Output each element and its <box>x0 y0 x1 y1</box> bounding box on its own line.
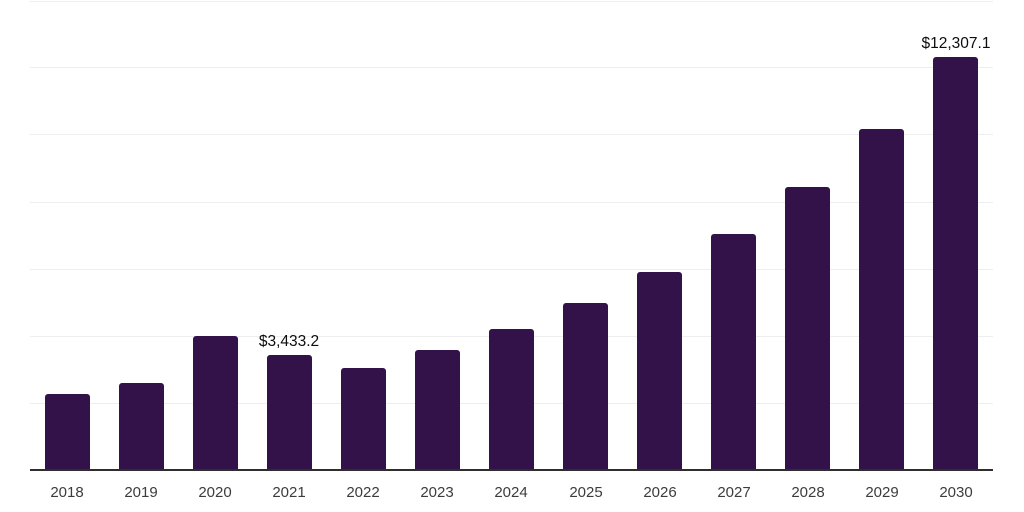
x-tick-2027: 2027 <box>717 484 751 501</box>
x-tick-2029: 2029 <box>865 484 899 501</box>
bar-2027 <box>711 234 756 470</box>
bar-2023 <box>415 350 460 470</box>
bar-2018 <box>45 394 90 470</box>
x-tick-2028: 2028 <box>791 484 825 501</box>
bar-2025 <box>563 303 608 470</box>
data-label-2030: $12,307.1 <box>921 35 991 52</box>
x-tick-2020: 2020 <box>198 484 232 501</box>
bar-2030 <box>933 57 978 470</box>
x-tick-2021: 2021 <box>272 484 306 501</box>
bar-2024 <box>489 329 534 470</box>
bar-2020 <box>193 336 238 470</box>
gridline <box>30 134 993 135</box>
x-tick-2018: 2018 <box>50 484 84 501</box>
x-tick-2023: 2023 <box>420 484 454 501</box>
gridline <box>30 269 993 270</box>
bar-2028 <box>785 187 830 470</box>
gridline <box>30 67 993 68</box>
bar-2019 <box>119 383 164 470</box>
bar-2022 <box>341 368 386 470</box>
x-tick-2025: 2025 <box>569 484 603 501</box>
bar-2026 <box>637 272 682 470</box>
gridline <box>30 202 993 203</box>
x-tick-2024: 2024 <box>494 484 528 501</box>
bar-2029 <box>859 129 904 470</box>
x-tick-2022: 2022 <box>346 484 380 501</box>
x-tick-2030: 2030 <box>939 484 973 501</box>
gridline <box>30 1 993 2</box>
x-axis-line <box>30 469 993 471</box>
bar-2021 <box>267 355 312 470</box>
x-tick-2019: 2019 <box>124 484 158 501</box>
data-label-2021: $3,433.2 <box>258 333 320 350</box>
x-tick-2026: 2026 <box>643 484 677 501</box>
